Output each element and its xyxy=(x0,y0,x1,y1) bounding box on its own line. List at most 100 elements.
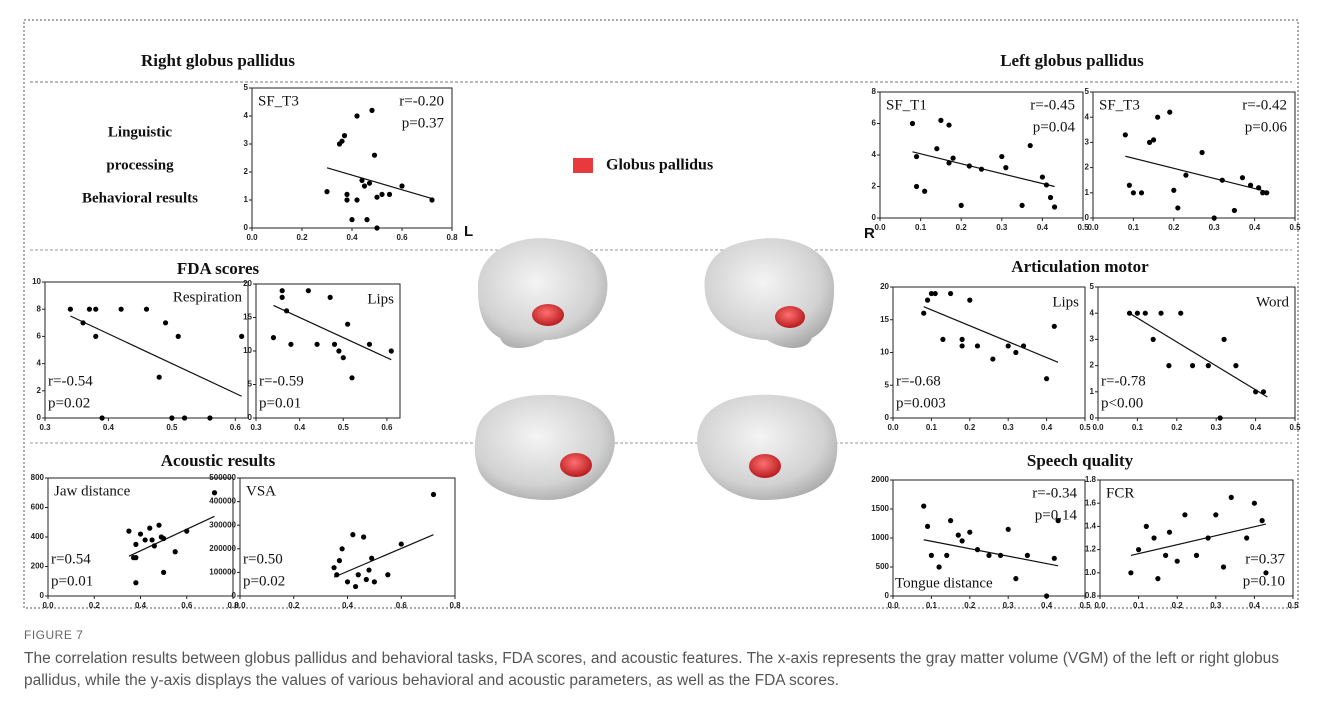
y-tick-label: 20 xyxy=(880,282,889,291)
y-tick-label: 400 xyxy=(31,532,45,541)
y-tick-label: 0 xyxy=(232,591,237,600)
stat-annotation: r=-0.78 xyxy=(1101,373,1146,389)
data-point xyxy=(1171,187,1177,193)
panel-label: SF_T1 xyxy=(886,97,927,113)
x-tick-label: 0.1 xyxy=(915,223,927,232)
data-point xyxy=(369,107,375,113)
data-point xyxy=(86,306,93,312)
data-point xyxy=(1175,205,1181,211)
row-label: Behavioral results xyxy=(82,190,198,206)
panel-label: FCR xyxy=(1106,485,1134,501)
data-point xyxy=(955,532,961,538)
stat-annotation: p=0.14 xyxy=(1035,507,1078,523)
data-point xyxy=(1027,142,1033,149)
data-point xyxy=(1166,363,1172,369)
row-label: processing xyxy=(106,157,174,173)
y-tick-label: 0 xyxy=(37,413,42,422)
data-point xyxy=(142,537,148,543)
panel-label: Word xyxy=(1256,294,1289,310)
data-point xyxy=(305,288,311,294)
data-point xyxy=(344,191,350,197)
data-point xyxy=(133,541,139,547)
x-tick-label: 0.0 xyxy=(887,423,899,432)
x-tick-label: 0.3 xyxy=(1210,601,1222,610)
x-tick-label: 0.5 xyxy=(1079,601,1091,610)
data-point xyxy=(913,183,920,190)
data-point xyxy=(1244,535,1250,541)
stat-annotation: r=-0.20 xyxy=(399,93,444,109)
data-point xyxy=(355,572,361,578)
y-tick-label: 4 xyxy=(872,150,877,159)
data-point xyxy=(958,202,964,208)
y-tick-label: 1.4 xyxy=(1085,522,1097,531)
data-point xyxy=(364,217,370,223)
data-point xyxy=(1047,194,1054,201)
y-tick-label: 2 xyxy=(244,167,249,176)
y-tick-label: 10 xyxy=(243,346,252,355)
data-point xyxy=(940,336,946,342)
brain xyxy=(474,394,615,500)
data-point xyxy=(143,306,150,312)
data-point xyxy=(959,538,965,544)
y-tick-label: 2 xyxy=(1090,361,1095,370)
y-tick-label: 5 xyxy=(248,380,253,389)
x-tick-label: 0.4 xyxy=(342,601,354,610)
brain-images xyxy=(474,238,838,500)
data-point xyxy=(288,341,294,347)
y-tick-label: 10 xyxy=(880,348,889,357)
globus-pallidus xyxy=(560,453,592,477)
y-tick-label: 0 xyxy=(1090,413,1095,422)
data-point xyxy=(344,579,351,585)
data-point xyxy=(1166,529,1173,535)
x-tick-label: 0.5 xyxy=(166,423,178,432)
x-tick-label: 0.0 xyxy=(246,233,258,242)
data-point xyxy=(93,333,99,339)
x-tick-label: 0.2 xyxy=(288,601,300,610)
data-point xyxy=(1263,570,1269,576)
data-point xyxy=(352,583,359,590)
x-tick-label: 0.4 xyxy=(294,423,306,432)
data-point xyxy=(1239,175,1246,181)
brain xyxy=(704,238,835,348)
x-tick-label: 0.5 xyxy=(1289,223,1301,232)
data-point xyxy=(363,576,369,583)
figure-caption: The correlation results between globus p… xyxy=(24,650,1279,689)
panel-label: SF_T3 xyxy=(1099,97,1140,113)
trend-line xyxy=(70,315,242,397)
data-point xyxy=(369,555,375,561)
y-tick-label: 200 xyxy=(31,562,45,571)
data-point xyxy=(924,523,931,530)
data-point xyxy=(175,333,181,339)
data-point xyxy=(1231,207,1237,214)
x-tick-label: 0.0 xyxy=(42,601,54,610)
data-point xyxy=(349,217,355,223)
x-tick-label: 0.3 xyxy=(1003,423,1015,432)
data-point xyxy=(1003,165,1009,171)
y-tick-label: 8 xyxy=(872,87,877,96)
stat-annotation: p=0.37 xyxy=(402,115,445,131)
x-tick-label: 0.3 xyxy=(1209,223,1221,232)
data-point xyxy=(1155,114,1161,120)
data-point xyxy=(978,166,985,172)
data-point xyxy=(974,547,981,553)
y-tick-label: 0.8 xyxy=(1085,591,1097,600)
data-point xyxy=(172,549,178,555)
x-tick-label: 0.1 xyxy=(926,423,938,432)
figure-label: FIGURE 7 xyxy=(24,628,84,642)
data-point xyxy=(156,374,162,380)
data-point xyxy=(1051,555,1057,561)
x-tick-label: 0.2 xyxy=(964,601,976,610)
y-tick-label: 400000 xyxy=(209,497,236,506)
x-tick-label: 0.3 xyxy=(39,423,51,432)
data-point xyxy=(1146,139,1153,145)
data-point xyxy=(1260,190,1266,196)
x-tick-label: 0.3 xyxy=(1003,601,1015,610)
data-point xyxy=(967,529,973,535)
data-point xyxy=(1024,552,1030,559)
data-point xyxy=(1211,215,1217,221)
stat-annotation: p=0.02 xyxy=(243,573,285,589)
figure: Right globus pallidus Left globus pallid… xyxy=(23,19,1301,610)
plot-frame xyxy=(1092,91,1296,219)
data-point xyxy=(161,535,167,542)
data-point xyxy=(1142,310,1148,316)
